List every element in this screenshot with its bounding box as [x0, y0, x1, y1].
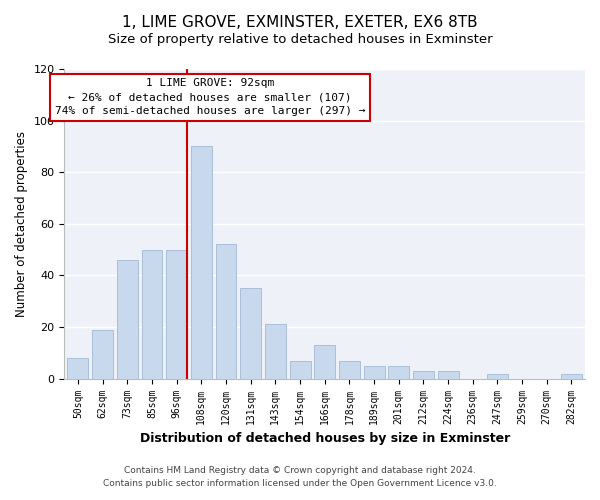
- Bar: [487, 374, 508, 378]
- Bar: [388, 366, 409, 378]
- X-axis label: Distribution of detached houses by size in Exminster: Distribution of detached houses by size …: [140, 432, 510, 445]
- Bar: [215, 244, 236, 378]
- Bar: [339, 360, 360, 378]
- Bar: [290, 360, 311, 378]
- Bar: [364, 366, 385, 378]
- Bar: [92, 330, 113, 378]
- Bar: [561, 374, 582, 378]
- Bar: [166, 250, 187, 378]
- Bar: [240, 288, 261, 378]
- Y-axis label: Number of detached properties: Number of detached properties: [15, 131, 28, 317]
- Bar: [265, 324, 286, 378]
- Text: Contains HM Land Registry data © Crown copyright and database right 2024.
Contai: Contains HM Land Registry data © Crown c…: [103, 466, 497, 487]
- Text: 1, LIME GROVE, EXMINSTER, EXETER, EX6 8TB: 1, LIME GROVE, EXMINSTER, EXETER, EX6 8T…: [122, 15, 478, 30]
- Text: 1 LIME GROVE: 92sqm
← 26% of detached houses are smaller (107)
74% of semi-detac: 1 LIME GROVE: 92sqm ← 26% of detached ho…: [55, 78, 365, 116]
- Bar: [67, 358, 88, 378]
- Bar: [314, 345, 335, 378]
- Bar: [117, 260, 138, 378]
- Bar: [142, 250, 163, 378]
- Bar: [191, 146, 212, 378]
- Bar: [437, 371, 458, 378]
- Text: Size of property relative to detached houses in Exminster: Size of property relative to detached ho…: [107, 32, 493, 46]
- Bar: [413, 371, 434, 378]
